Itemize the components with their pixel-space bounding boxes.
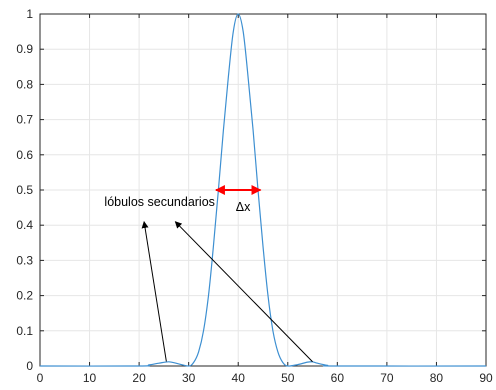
y-tick-label: 0.1 [16, 324, 33, 338]
x-tick-labels: 0 10 20 30 40 50 60 70 80 90 [37, 371, 493, 385]
y-tick-label: 0.4 [16, 218, 33, 232]
x-tick-label: 40 [232, 371, 246, 385]
y-tick-label: 0.3 [16, 253, 33, 267]
x-tick-label: 30 [182, 371, 196, 385]
x-tick-label: 20 [132, 371, 146, 385]
x-tick-label: 90 [479, 371, 493, 385]
x-tick-label: 70 [380, 371, 394, 385]
y-tick-label: 0.6 [16, 148, 33, 162]
x-tick-label: 10 [83, 371, 97, 385]
lobe-arrow-left [141, 220, 167, 362]
lobe-arrow-right [174, 221, 313, 363]
annotation-layer: Δx lóbulos secundarios [104, 185, 313, 363]
series-line [39, 13, 487, 367]
series-layer [39, 13, 487, 367]
delta-x-label: Δx [236, 200, 251, 214]
y-tick-label: 1 [26, 7, 33, 21]
y-tick-label: 0.9 [16, 42, 33, 56]
x-tick-label: 60 [331, 371, 345, 385]
x-tick-label: 50 [281, 371, 295, 385]
y-tick-label: 0 [26, 359, 33, 373]
x-tick-label: 80 [430, 371, 444, 385]
y-tick-labels: 0 0.1 0.2 0.3 0.4 0.5 0.6 0.7 0.8 0.9 1 [16, 7, 33, 373]
y-tick-label: 0.2 [16, 289, 33, 303]
y-tick-label: 0.7 [16, 113, 33, 127]
lobes-label: lóbulos secundarios [104, 195, 215, 209]
x-tick-label: 0 [37, 371, 44, 385]
y-tick-label: 0.8 [16, 77, 33, 91]
y-tick-label: 0.5 [16, 183, 33, 197]
